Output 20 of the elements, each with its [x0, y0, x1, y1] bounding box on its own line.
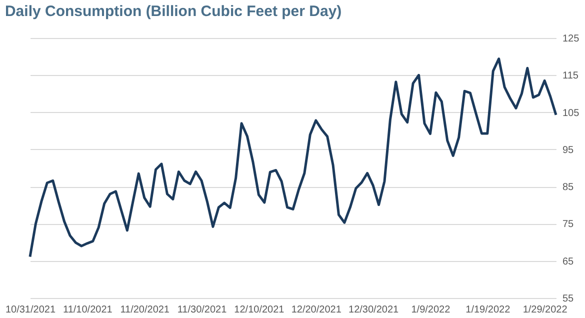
- x-tick-label: 11/30/2021: [177, 304, 228, 316]
- y-tick-label: 85: [562, 182, 574, 194]
- y-tick-label: 75: [562, 219, 574, 230]
- x-tick-label: 11/20/2021: [120, 304, 170, 316]
- y-tick-label: 55: [562, 294, 574, 304]
- line-series: [28, 58, 558, 258]
- x-tick-label: 10/31/2021: [5, 304, 56, 316]
- y-tick-label: 105: [562, 108, 580, 119]
- y-tick-label: 115: [562, 70, 579, 82]
- chart-title: Daily Consumption (Billion Cubic Feet per Day): [4, 3, 342, 20]
- x-tick-label: 12/30/2021: [348, 304, 399, 316]
- x-tick-label: 1/29/2022: [522, 304, 568, 316]
- x-tick-label: 11/10/2021: [63, 304, 113, 316]
- y-tick-label: 125: [562, 34, 580, 44]
- x-tick-label: 12/20/2021: [291, 304, 342, 316]
- x-tick-label: 1/9/2022: [411, 304, 451, 316]
- y-tick-label: 95: [562, 144, 574, 156]
- x-tick-label: 12/10/2021: [234, 304, 285, 316]
- x-tick-label: 1/19/2022: [466, 304, 511, 316]
- y-tick-label: 65: [562, 256, 574, 268]
